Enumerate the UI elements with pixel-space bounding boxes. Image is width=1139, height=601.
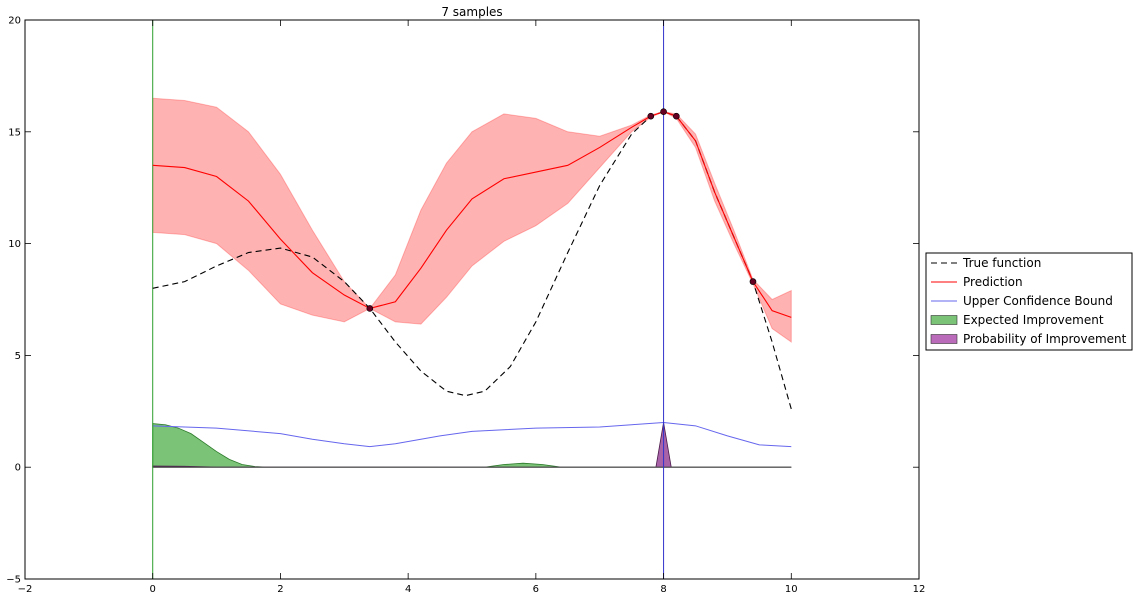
legend-label: Upper Confidence Bound [963, 294, 1113, 308]
sample-point [660, 108, 667, 115]
axes: −2 0 2 4 6 8 10 12 −5 0 5 10 15 20 [6, 16, 925, 596]
legend-label: Probability of Improvement [963, 332, 1127, 346]
expected-improvement-area [152, 423, 792, 468]
legend-label: Prediction [963, 275, 1023, 289]
x-tick-label: −2 [18, 584, 33, 595]
true-function-line [152, 111, 792, 410]
y-tick-label: 10 [8, 239, 21, 250]
sample-point [366, 305, 374, 312]
plot-area [152, 20, 792, 579]
x-tick-label: 12 [913, 584, 926, 595]
confidence-band [152, 97, 792, 343]
x-tick-label: 0 [150, 584, 156, 595]
legend-box [925, 252, 1133, 351]
sample-point [673, 112, 680, 120]
prediction-line [152, 111, 792, 318]
sample-point [647, 112, 655, 120]
y-tick-label: 5 [15, 351, 21, 362]
y-tick-label: 15 [8, 127, 21, 138]
x-tick-label: 6 [533, 584, 539, 595]
legend-swatch [930, 315, 958, 325]
axes-frame [24, 19, 920, 580]
sample-point [749, 278, 757, 285]
chart-title: 7 samples [441, 5, 502, 19]
legend: True function Prediction Upper Confidence … [925, 252, 1133, 351]
legend-label: True function [962, 256, 1041, 270]
upper-confidence-bound-line [152, 421, 792, 448]
y-tick-label: 0 [15, 463, 21, 474]
x-tick-label: 4 [405, 584, 411, 595]
x-tick-label: 8 [660, 584, 666, 595]
y-tick-label: 20 [8, 16, 21, 27]
y-tick-label: −5 [6, 575, 21, 586]
legend-label: Expected Improvement [963, 313, 1104, 327]
x-tick-label: 2 [277, 584, 283, 595]
probability-of-improvement-area [152, 422, 792, 468]
legend-swatch [930, 334, 958, 344]
x-tick-label: 10 [785, 584, 798, 595]
